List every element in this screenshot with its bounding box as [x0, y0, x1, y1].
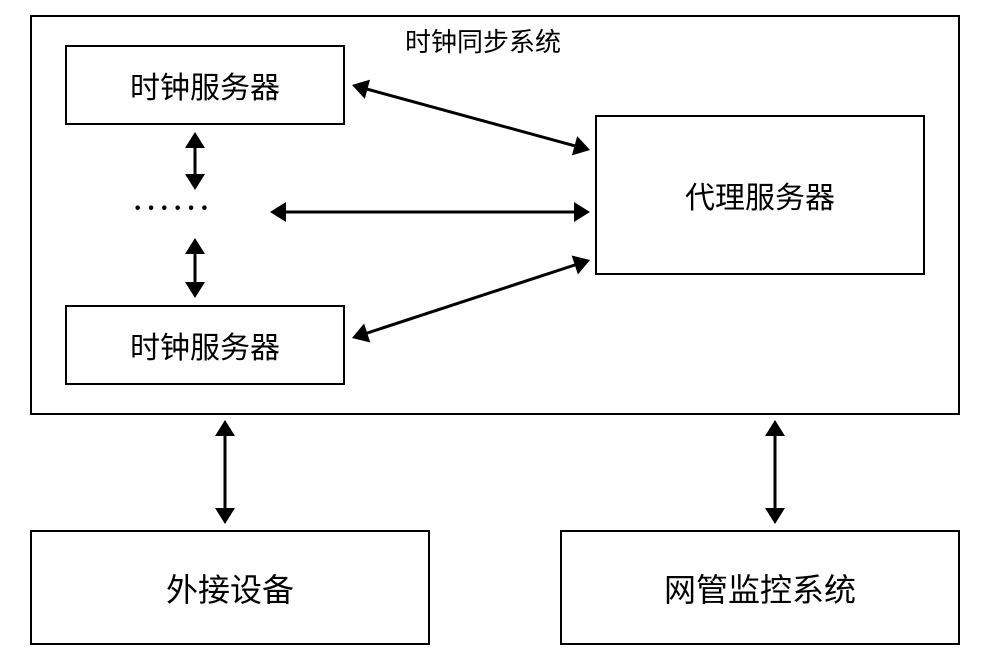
external-device-box: 外接设备: [30, 530, 430, 645]
clock-server-bottom-label: 时钟服务器: [130, 323, 280, 367]
nms-system-box: 网管监控系统: [560, 530, 960, 645]
ellipsis-indicator: ······: [133, 193, 213, 225]
ellipsis-text: ······: [133, 193, 213, 224]
clock-server-top-box: 时钟服务器: [65, 45, 345, 125]
external-device-label: 外接设备: [166, 565, 294, 611]
diagram-canvas: 时钟同步系统 时钟服务器 时钟服务器 代理服务器 外接设备 网管监控系统 ···…: [0, 0, 1000, 660]
nms-system-label: 网管监控系统: [664, 565, 856, 611]
proxy-server-label: 代理服务器: [685, 173, 835, 217]
clock-server-top-label: 时钟服务器: [130, 63, 280, 107]
system-title: 时钟同步系统: [405, 22, 561, 59]
system-title-text: 时钟同步系统: [405, 28, 561, 57]
proxy-server-box: 代理服务器: [595, 115, 925, 275]
clock-server-bottom-box: 时钟服务器: [65, 305, 345, 385]
